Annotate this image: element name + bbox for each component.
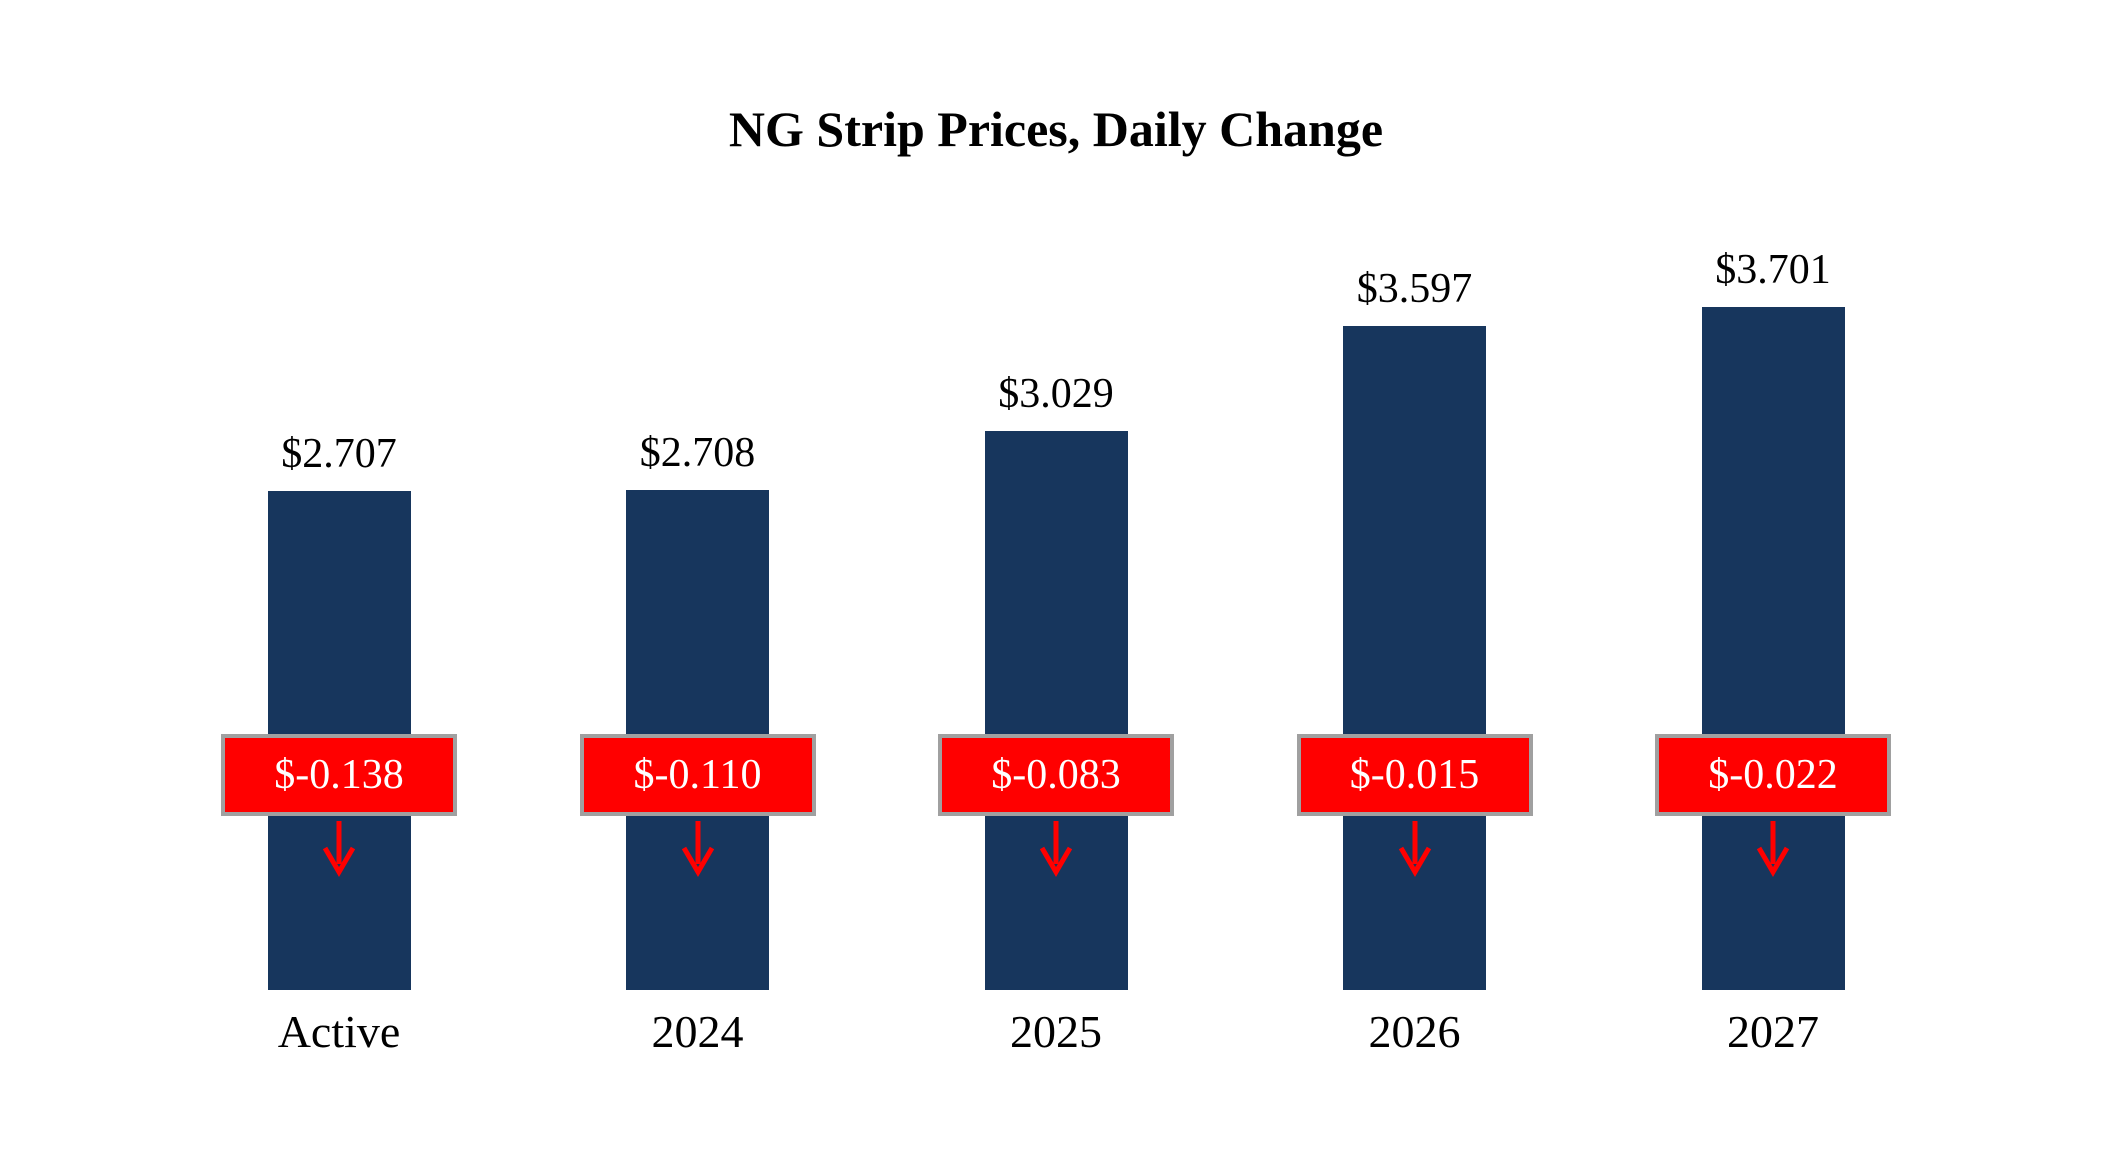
daily-change-badge: $-0.083 — [938, 734, 1174, 816]
bar — [1343, 326, 1486, 990]
daily-change-badge: $-0.022 — [1655, 734, 1891, 816]
bar-value-label: $3.597 — [1356, 266, 1473, 313]
down-arrow-icon — [1034, 820, 1078, 878]
bar-value-label: $2.708 — [639, 430, 756, 477]
category-label: 2024 — [651, 1006, 744, 1057]
category-label: 2027 — [1727, 1006, 1819, 1057]
down-arrow-icon — [317, 820, 361, 878]
bar-value-label: $2.707 — [281, 430, 397, 477]
down-arrow-icon — [1751, 820, 1795, 878]
category-label: 2025 — [1010, 1006, 1102, 1057]
daily-change-badge: $-0.015 — [1296, 734, 1533, 816]
category-label: 2026 — [1368, 1006, 1461, 1057]
daily-change-badge: $-0.110 — [579, 734, 816, 816]
daily-change-badge: $-0.138 — [221, 734, 457, 816]
chart-title: NG Strip Prices, Daily Change — [728, 101, 1384, 157]
down-arrow-icon — [1393, 820, 1437, 878]
bar — [984, 431, 1128, 990]
bar-value-label: $3.701 — [1715, 247, 1831, 294]
bar-value-label: $3.029 — [998, 371, 1114, 418]
down-arrow-icon — [676, 820, 720, 878]
category-label: Active — [277, 1006, 401, 1057]
bar — [1701, 307, 1845, 990]
